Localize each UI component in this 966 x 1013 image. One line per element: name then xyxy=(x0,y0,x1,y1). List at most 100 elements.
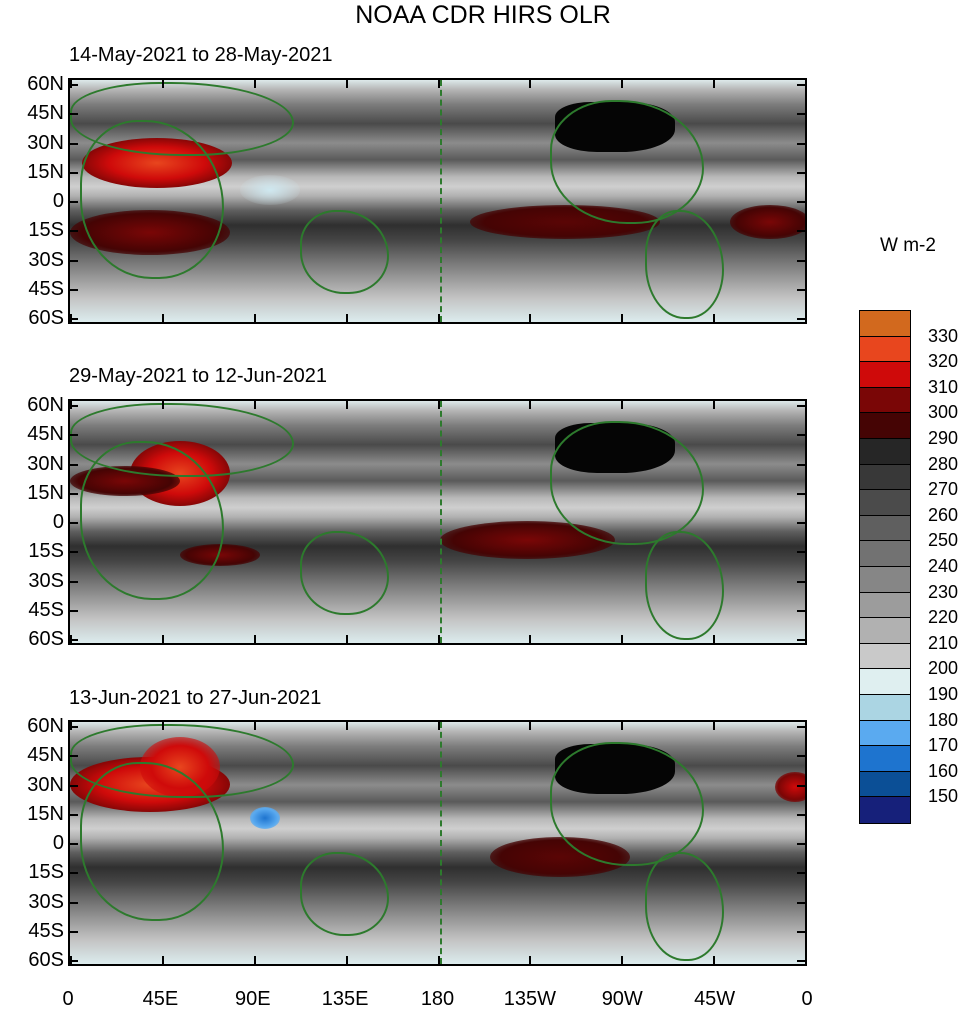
lat-tick xyxy=(797,872,805,875)
colorbar-label: 320 xyxy=(928,351,959,372)
lat-tick xyxy=(70,755,78,758)
panel-1-eurasia-coastline xyxy=(70,82,294,156)
lon-tick xyxy=(621,635,624,643)
lon-label: 45E xyxy=(142,988,179,1010)
lat-tick xyxy=(70,230,78,233)
colorbar-swatch xyxy=(860,387,910,414)
lon-tick xyxy=(621,956,624,964)
lat-tick xyxy=(70,609,78,612)
lat-tick xyxy=(797,755,805,758)
lat-tick xyxy=(70,580,78,583)
lon-tick xyxy=(529,80,532,88)
panel-1-lat-label: 15N xyxy=(27,160,64,183)
lon-tick xyxy=(621,401,624,409)
lat-tick xyxy=(70,405,78,407)
lon-tick xyxy=(437,80,440,88)
lat-tick xyxy=(797,609,805,612)
colorbar-label: 300 xyxy=(928,402,959,423)
panel-3-eurasia-coastline xyxy=(70,724,294,798)
panel-2-eurasia-coastline xyxy=(70,403,294,477)
lat-tick xyxy=(797,201,805,203)
lon-tick xyxy=(529,956,532,964)
lon-tick xyxy=(345,314,348,322)
lon-tick xyxy=(70,956,72,964)
colorbar-label: 190 xyxy=(928,684,959,704)
panel-1-north-america-coastline xyxy=(550,100,704,224)
lon-tick xyxy=(161,956,164,964)
colorbar-swatch xyxy=(860,464,910,491)
colorbar-swatch xyxy=(860,592,910,619)
lon-tick xyxy=(161,80,164,88)
lon-tick xyxy=(345,722,348,730)
colorbar-label: 260 xyxy=(928,504,959,525)
lon-tick xyxy=(529,635,532,643)
lon-tick xyxy=(161,314,164,322)
lat-tick xyxy=(797,813,805,816)
colorbar-swatch xyxy=(860,413,910,439)
lat-tick xyxy=(797,843,805,845)
lat-tick xyxy=(797,784,805,787)
lat-tick xyxy=(70,171,78,174)
panel-1-lat-label: 30N xyxy=(27,131,64,154)
lon-tick xyxy=(253,635,256,643)
lon-tick xyxy=(437,401,440,409)
lon-tick xyxy=(70,314,72,322)
lat-tick xyxy=(70,522,78,524)
lon-label: 0 xyxy=(62,988,74,1010)
lon-label: 135W xyxy=(503,988,556,1010)
panel-1-lat-label: 60N xyxy=(27,73,64,95)
colorbar-swatch xyxy=(860,566,910,593)
panel-2-dateline xyxy=(440,401,442,643)
colorbar-label: 280 xyxy=(928,453,959,474)
lat-tick xyxy=(797,463,805,466)
colorbar-swatch xyxy=(860,720,910,747)
lon-tick xyxy=(805,956,807,964)
panel-2-south-america-coastline xyxy=(645,531,724,640)
lat-tick xyxy=(797,580,805,583)
colorbar-label: 210 xyxy=(928,632,959,653)
panel-1-warm-region-atlantic xyxy=(730,205,805,239)
panel-2-lat-label: 45S xyxy=(28,598,64,621)
lon-tick xyxy=(345,80,348,88)
panel-1-lat-label: 45N xyxy=(27,102,64,125)
colorbar-swatch xyxy=(860,336,910,363)
lat-tick xyxy=(797,171,805,174)
panel-3-warm-region-atlantic xyxy=(775,772,805,802)
colorbar-units: W m-2 xyxy=(880,235,936,256)
panel-3-south-america-coastline xyxy=(645,852,724,961)
panel-3-date-range: 13-Jun-2021 to 27-Jun-2021 xyxy=(69,687,322,709)
lat-tick xyxy=(70,259,78,262)
lon-tick xyxy=(253,80,256,88)
lat-tick xyxy=(797,639,805,641)
lat-tick xyxy=(70,813,78,816)
lat-tick xyxy=(70,201,78,203)
lon-tick xyxy=(805,722,807,730)
lat-tick xyxy=(70,843,78,845)
lon-tick xyxy=(713,401,716,409)
lon-tick xyxy=(253,722,256,730)
lat-tick xyxy=(70,318,78,320)
lat-tick xyxy=(70,639,78,641)
panel-2-lat-label: 60S xyxy=(28,628,64,650)
colorbar-swatch xyxy=(860,746,910,772)
panel-3-lat-label: 45N xyxy=(27,744,64,767)
panel-1-lat-label: 15S xyxy=(28,219,64,242)
colorbar-label: 290 xyxy=(928,428,959,448)
panel-2-lat-label: 15N xyxy=(27,481,64,504)
panel-3-lat-label: 30S xyxy=(28,890,64,913)
panel-1-date-range: 14-May-2021 to 28-May-2021 xyxy=(69,44,333,66)
lon-tick xyxy=(621,722,624,730)
colorbar-swatch xyxy=(860,694,910,721)
colorbar-label: 230 xyxy=(928,581,959,602)
panel-3-lat-label: 0 xyxy=(52,832,64,854)
lat-tick xyxy=(797,259,805,262)
colorbar-swatch xyxy=(860,490,910,516)
lon-tick xyxy=(713,635,716,643)
lon-tick xyxy=(70,635,72,643)
lat-tick xyxy=(70,434,78,437)
lon-tick xyxy=(70,80,72,88)
lat-tick xyxy=(797,405,805,407)
panel-2-map xyxy=(68,399,807,645)
colorbar-swatch xyxy=(860,438,910,465)
lat-tick xyxy=(797,960,805,962)
